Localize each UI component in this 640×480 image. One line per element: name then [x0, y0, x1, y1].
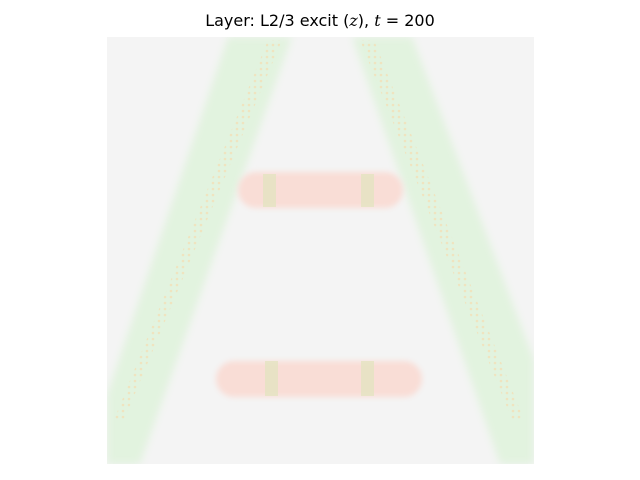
upper-left-junction — [263, 174, 276, 207]
title-suffix: = 200 — [380, 11, 435, 30]
upper-crossbar — [238, 172, 403, 208]
title-middle: ), — [357, 11, 375, 30]
lower-left-junction — [265, 361, 278, 396]
lower-crossbar — [216, 361, 422, 397]
title-prefix: Layer: L2/3 excit ( — [205, 11, 350, 30]
right-diagonal-hatch — [360, 40, 524, 420]
lower-right-junction — [361, 361, 374, 396]
left-diagonal-band — [107, 37, 292, 464]
chart-title: Layer: L2/3 excit (z), t = 200 — [0, 11, 640, 30]
upper-right-junction — [361, 174, 374, 207]
title-variable-z: z — [349, 11, 358, 30]
title-variable-t: t — [374, 11, 381, 30]
left-diagonal-hatch — [114, 40, 282, 420]
